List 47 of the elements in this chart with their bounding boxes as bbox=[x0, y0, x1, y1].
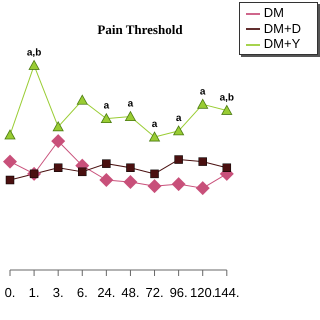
point bbox=[99, 173, 114, 187]
point bbox=[174, 155, 183, 164]
point bbox=[54, 163, 62, 172]
legend-label: DM+D bbox=[264, 20, 301, 36]
annotation: a bbox=[176, 112, 182, 124]
x-tick-label: 1. bbox=[28, 285, 40, 300]
x-tick-label: 120. bbox=[190, 285, 216, 300]
chart-title: Pain Threshold bbox=[96, 22, 184, 38]
point bbox=[102, 159, 111, 168]
annotation: a bbox=[200, 86, 206, 98]
x-tick-label: 24. bbox=[97, 285, 116, 300]
point bbox=[123, 175, 138, 190]
point bbox=[196, 181, 210, 196]
point bbox=[125, 111, 136, 121]
point bbox=[51, 134, 66, 148]
point bbox=[76, 94, 88, 105]
point bbox=[149, 132, 160, 142]
point bbox=[221, 105, 232, 115]
x-tick-label: 6. bbox=[76, 285, 88, 300]
x-tick-label: 96. bbox=[170, 285, 188, 300]
x-tick-label: 144. bbox=[214, 285, 240, 300]
point bbox=[4, 130, 16, 140]
point bbox=[198, 157, 207, 166]
x-tick-label: 3. bbox=[52, 285, 64, 300]
annotation: a,b bbox=[26, 47, 42, 58]
annotation: a bbox=[104, 100, 110, 112]
point bbox=[28, 60, 40, 70]
annotation: a,b bbox=[220, 92, 234, 104]
point bbox=[197, 98, 208, 109]
legend-label: DM bbox=[264, 5, 284, 20]
point bbox=[126, 163, 135, 172]
x-tick-label: 72. bbox=[145, 285, 164, 300]
point bbox=[148, 179, 162, 194]
point bbox=[173, 126, 184, 136]
point bbox=[150, 170, 159, 178]
legend-label: DM+Y bbox=[264, 36, 300, 52]
point bbox=[78, 168, 87, 176]
x-tick-label: 0. bbox=[4, 285, 16, 300]
annotation: a bbox=[152, 119, 158, 130]
point bbox=[172, 177, 186, 192]
point bbox=[100, 113, 112, 124]
annotation: a bbox=[128, 98, 134, 110]
point bbox=[6, 176, 14, 184]
point bbox=[222, 163, 232, 172]
x-tick-label: 48. bbox=[121, 285, 140, 300]
point bbox=[3, 154, 17, 169]
point bbox=[52, 121, 64, 132]
